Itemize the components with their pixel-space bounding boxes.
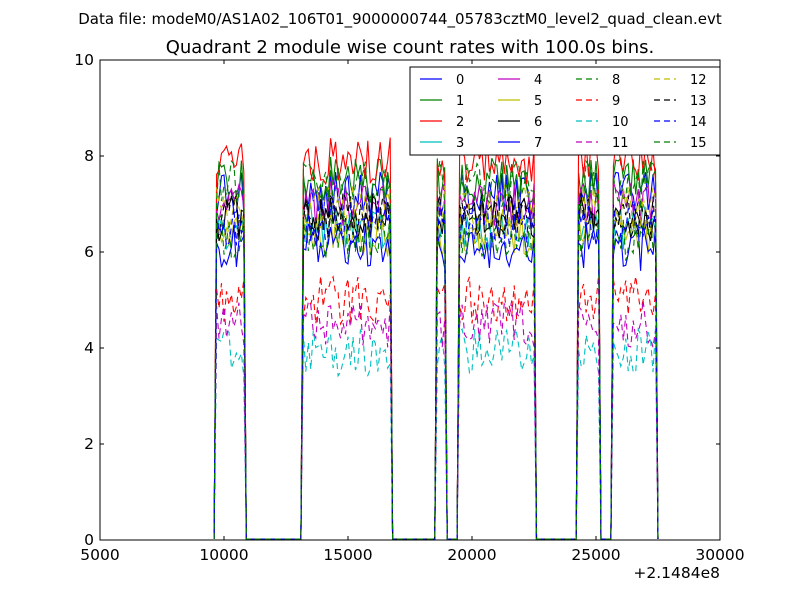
x-axis: 5000 10000 15000 20000 25000 30000 <box>80 60 745 564</box>
x-tick-label: 25000 <box>571 546 620 564</box>
x-tick-label: 30000 <box>695 546 744 564</box>
legend-label-0: 0 <box>456 73 464 88</box>
legend-label-14: 14 <box>690 115 707 130</box>
legend-label-7: 7 <box>534 136 542 151</box>
y-tick-label: 10 <box>74 51 94 69</box>
x-tick-label: 10000 <box>199 546 248 564</box>
legend-label-4: 4 <box>534 73 542 88</box>
series-line-14 <box>213 200 659 540</box>
legend-label-10: 10 <box>612 115 629 130</box>
legend-label-11: 11 <box>612 136 629 151</box>
y-tick-label: 4 <box>84 339 94 357</box>
legend-label-13: 13 <box>690 94 707 109</box>
legend-label-8: 8 <box>612 73 620 88</box>
series-line-15 <box>213 159 659 540</box>
plot-frame <box>99 59 721 541</box>
legend-label-12: 12 <box>690 73 707 88</box>
y-tick-label: 6 <box>84 243 94 261</box>
legend-label-3: 3 <box>456 136 464 151</box>
y-tick-label: 0 <box>84 531 94 549</box>
chart-suptitle: Data file: modeM0/AS1A02_106T01_90000007… <box>78 10 722 29</box>
chart-title: Quadrant 2 module wise count rates with … <box>166 37 655 58</box>
series-line-13 <box>213 190 659 540</box>
y-tick-label: 2 <box>84 435 94 453</box>
x-tick-label: 20000 <box>447 546 496 564</box>
x-offset-label: +2.1484e8 <box>633 564 720 582</box>
series-line-12 <box>213 183 659 540</box>
legend-label-1: 1 <box>456 94 464 109</box>
legend-label-15: 15 <box>690 136 707 151</box>
legend-label-9: 9 <box>612 94 620 109</box>
x-tick-label: 5000 <box>80 546 119 564</box>
legend-label-6: 6 <box>534 115 542 130</box>
legend-label-5: 5 <box>534 94 542 109</box>
legend-label-2: 2 <box>456 115 464 130</box>
x-tick-label: 15000 <box>323 546 372 564</box>
y-tick-label: 8 <box>84 147 94 165</box>
legend-box <box>409 66 721 156</box>
